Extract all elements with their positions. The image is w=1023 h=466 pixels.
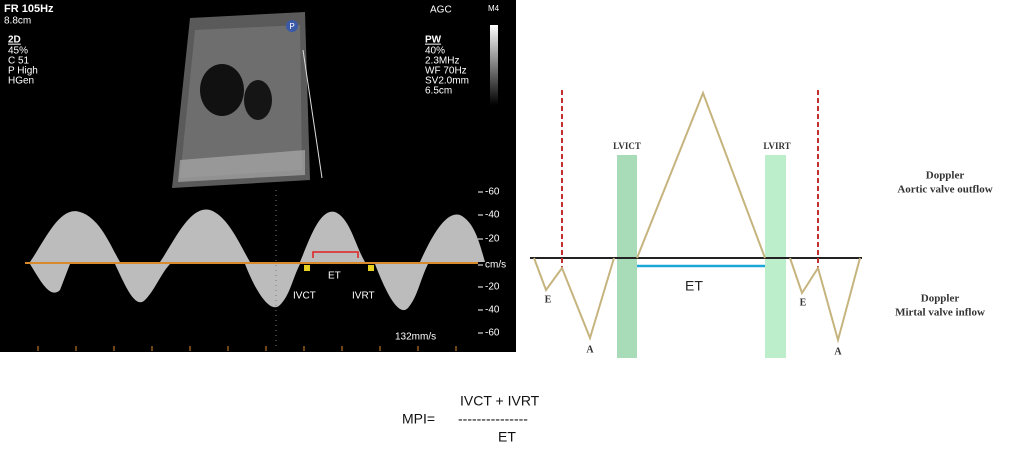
pw-line: 6.5cm xyxy=(425,86,452,97)
inflow-subtitle: Mirtal valve inflow xyxy=(895,307,985,319)
outflow-subtitle: Aortic valve outflow xyxy=(897,184,992,196)
cursor-line xyxy=(302,49,323,179)
formula-lhs: MPI= xyxy=(402,411,435,427)
probe-label: M4 xyxy=(488,4,500,13)
doppler-waveform xyxy=(30,209,485,311)
scale-label: -40 xyxy=(485,210,500,221)
sweep-label: 132mm/s xyxy=(395,332,436,343)
header-text: FR 105Hz xyxy=(4,3,54,15)
lvict-label: LVICT xyxy=(613,141,641,151)
a-label: A xyxy=(834,346,842,357)
inflow-lobe xyxy=(245,264,300,308)
inflow-curve xyxy=(533,257,615,342)
marker-dot xyxy=(286,20,298,32)
pw-title: PW xyxy=(425,35,442,46)
pw-line: SV2.0mm xyxy=(425,76,469,87)
gray-bar xyxy=(490,25,498,105)
inflow-curve xyxy=(789,257,861,344)
tissue-band xyxy=(178,150,305,182)
scale-label: -40 xyxy=(485,305,500,316)
outflow-lobe xyxy=(420,214,485,262)
outflow-lobe xyxy=(30,211,120,262)
outflow-title: Doppler xyxy=(926,170,965,182)
lvict-band xyxy=(617,155,637,358)
marker-label: P xyxy=(289,22,294,31)
heart-chamber xyxy=(200,64,244,116)
et-label: ET xyxy=(328,271,341,282)
formula-bar: --------------- xyxy=(458,411,528,427)
time-ticks xyxy=(37,346,457,351)
inflow-lobe xyxy=(115,264,170,303)
mode-line: C 51 xyxy=(8,56,30,67)
header-text: 8.8cm xyxy=(4,16,31,27)
outflow-lobe xyxy=(300,211,365,262)
ivrt-label: IVRT xyxy=(352,291,375,302)
inflow-title: Doppler xyxy=(921,293,960,305)
ivct-marker xyxy=(304,265,310,271)
a-label: A xyxy=(586,344,594,355)
formula-numerator: IVCT + IVRT xyxy=(460,393,540,409)
et-label: ET xyxy=(685,278,703,294)
outflow-curve xyxy=(636,90,766,259)
inflow-lobe xyxy=(375,264,428,311)
outflow-lobe xyxy=(160,209,250,262)
pw-line: WF 70Hz xyxy=(425,66,467,77)
ivct-label: IVCT xyxy=(293,291,316,302)
e-label: E xyxy=(545,294,552,305)
ivrt-marker xyxy=(368,265,374,271)
scale-label: -20 xyxy=(485,282,500,293)
mode-line: P High xyxy=(8,66,38,77)
pw-line: 40% xyxy=(425,46,445,57)
scale-label: -60 xyxy=(485,187,500,198)
inflow-lobe xyxy=(30,264,70,293)
scale-label: -20 xyxy=(485,234,500,245)
scale-label: -60 xyxy=(485,328,500,339)
formula-denominator: ET xyxy=(498,429,516,445)
velocity-scale: -60 -40 -20 cm/s -20 -40 -60 xyxy=(478,187,506,339)
mode-line: 45% xyxy=(8,46,28,57)
mode-line: HGen xyxy=(8,76,34,87)
e-label: E xyxy=(800,297,807,308)
agc-label: AGC xyxy=(430,5,452,16)
scale-label: cm/s xyxy=(485,260,506,271)
heart-chamber xyxy=(244,80,272,120)
lvirt-band xyxy=(765,155,786,358)
lvirt-label: LVIRT xyxy=(763,141,790,151)
mode-title: 2D xyxy=(8,35,21,46)
et-bracket xyxy=(312,251,359,258)
pw-line: 2.3MHz xyxy=(425,56,459,67)
